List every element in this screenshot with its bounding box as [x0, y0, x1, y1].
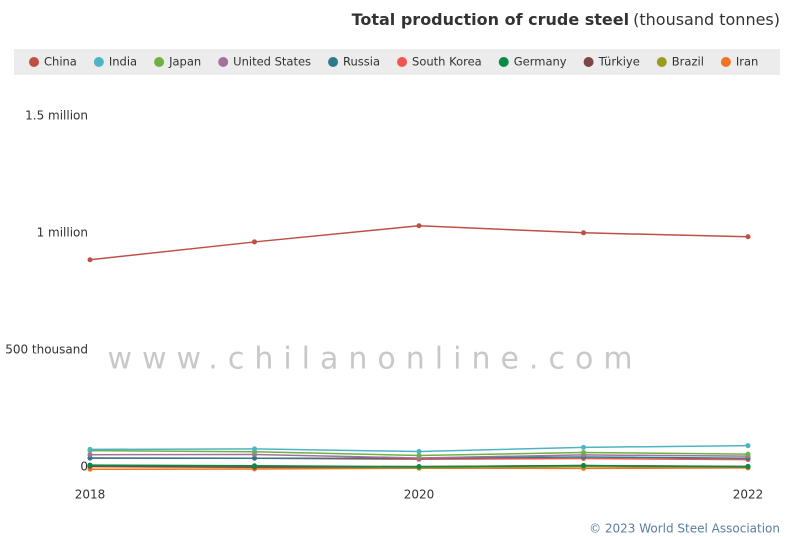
data-point	[252, 463, 257, 469]
source: © 2023 World Steel Association	[589, 522, 780, 536]
data-point	[416, 223, 422, 229]
legend-label[interactable]: Germany	[514, 55, 567, 69]
data-point	[416, 464, 422, 470]
data-point	[87, 446, 93, 452]
y-tick-label: 0	[80, 460, 88, 474]
legend-marker[interactable]	[397, 57, 408, 67]
watermark: www.chilanonline.com	[107, 342, 642, 377]
unit: (thousand tonnes)	[633, 10, 780, 29]
legend-label[interactable]: South Korea	[412, 55, 482, 69]
legend-label[interactable]: Japan	[168, 55, 201, 69]
data-point	[581, 463, 586, 469]
x-tick-label: 2018	[75, 488, 106, 502]
legend-label[interactable]: China	[44, 55, 77, 69]
legend-marker[interactable]	[328, 57, 339, 67]
chart-title: Total production of crude steel (thousand…	[352, 10, 780, 29]
data-point	[745, 443, 751, 449]
legend-label[interactable]: Russia	[343, 55, 380, 69]
data-point	[581, 230, 586, 236]
data-point	[252, 455, 257, 461]
legend-marker[interactable]	[720, 57, 731, 67]
data-point	[252, 239, 257, 245]
legend-marker[interactable]	[656, 57, 667, 67]
y-tick-label: 1.5 million	[25, 109, 88, 123]
legend-bar	[14, 49, 780, 75]
legend-label[interactable]: United States	[233, 55, 311, 69]
data-point	[416, 449, 422, 455]
legend-marker[interactable]	[218, 57, 229, 67]
data-point	[87, 257, 93, 263]
data-point	[87, 462, 93, 468]
data-point	[745, 451, 751, 457]
data-point	[745, 463, 751, 469]
x-tick-label: 2020	[404, 488, 435, 502]
series-line	[89, 225, 749, 261]
data-point	[87, 452, 93, 458]
legend-marker[interactable]	[154, 57, 165, 67]
legend-label[interactable]: Brazil	[672, 55, 704, 69]
legend-label[interactable]: Iran	[736, 55, 758, 69]
legend-label[interactable]: India	[109, 55, 137, 69]
data-point	[745, 234, 751, 240]
legend-marker[interactable]	[583, 57, 594, 67]
data-point	[252, 446, 257, 452]
x-tick-label: 2022	[733, 488, 764, 502]
legend-marker[interactable]	[498, 57, 509, 67]
legend-marker[interactable]	[29, 57, 39, 67]
title: Total production of crude steel	[352, 10, 630, 29]
legend-label[interactable]: Türkiye	[598, 55, 640, 69]
legend-marker[interactable]	[93, 57, 104, 67]
data-point	[416, 453, 422, 459]
data-point	[581, 444, 586, 450]
data-point	[581, 449, 586, 455]
y-tick-label: 1 million	[37, 226, 88, 240]
y-tick-label: 500 thousand	[5, 343, 88, 357]
